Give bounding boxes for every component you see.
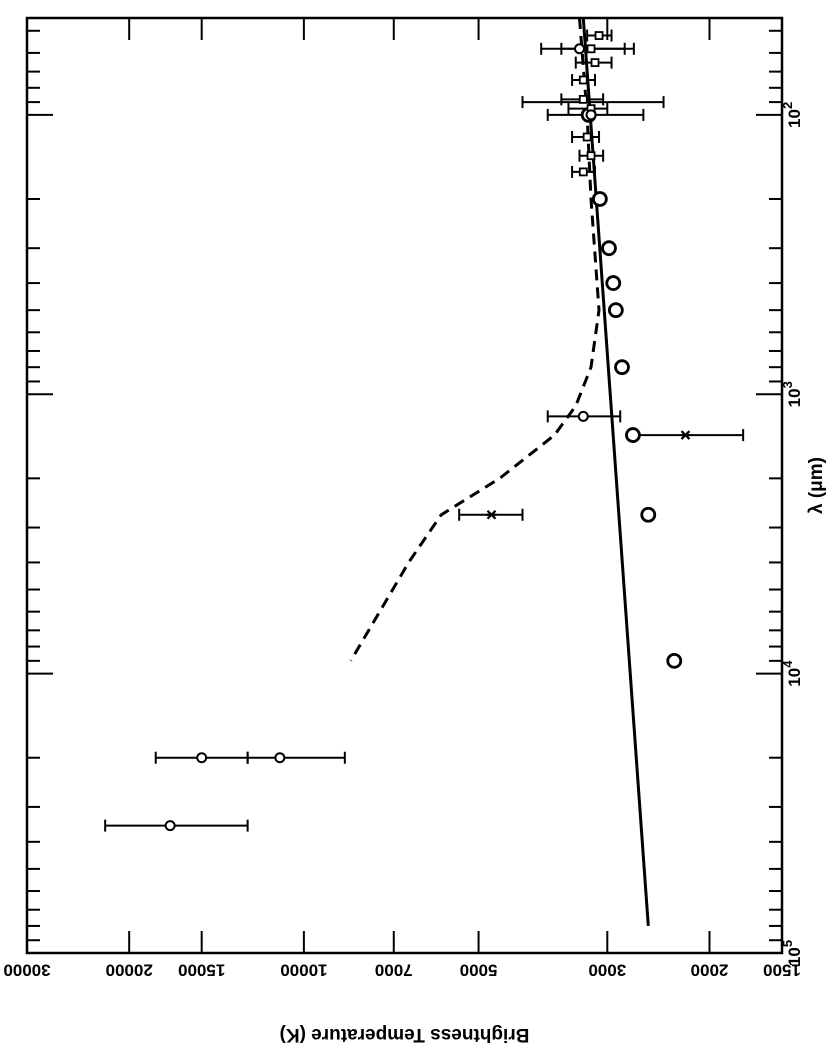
square-point <box>578 167 588 177</box>
star-point <box>486 509 497 520</box>
circle-point <box>196 752 208 764</box>
temperature-tick-text: 2000 <box>691 961 729 980</box>
tick-exponent: 3 <box>780 381 795 388</box>
y-axis-label: Brightness Temperature (K) <box>280 1024 530 1045</box>
wavelength-tick-label: 102 <box>780 102 804 128</box>
temperature-tick-text: 20000 <box>106 961 153 980</box>
model-point <box>666 652 683 669</box>
temperature-tick-label: 30000 <box>3 961 50 980</box>
tick-base: 10 <box>785 668 804 687</box>
model-point <box>640 506 657 523</box>
y-axis-label-text: Brightness Temperature (K) <box>280 1024 530 1045</box>
tick-base: 10 <box>785 109 804 128</box>
tick-base: 10 <box>785 947 804 966</box>
tick-base: 10 <box>785 388 804 407</box>
model-point <box>625 427 641 443</box>
wavelength-tick-text: 103 <box>780 381 804 407</box>
data-points <box>164 31 691 832</box>
circle-point <box>274 752 286 764</box>
model-point <box>607 302 624 319</box>
temperature-tick-label: 2000 <box>691 961 729 980</box>
temperature-tick-text: 15000 <box>178 961 225 980</box>
temperature-tick-label: 7000 <box>375 961 413 980</box>
model-point <box>605 275 622 291</box>
wavelength-tick-label: 104 <box>780 660 804 687</box>
plot-frame <box>25 16 784 955</box>
wavelength-tick-label: 103 <box>780 381 804 407</box>
star-point <box>680 430 691 440</box>
model-point <box>591 191 608 207</box>
axis-ticks <box>26 18 783 954</box>
square-point <box>590 58 600 68</box>
temperature-tick-text: 7000 <box>375 961 413 980</box>
x-axis-label: λ (μm) <box>806 457 827 514</box>
circle-point <box>573 43 585 55</box>
temperature-tick-text: 1500 <box>763 961 801 980</box>
x-axis-label-main: λ ( <box>806 491 827 514</box>
circle-point <box>585 109 597 121</box>
tick-exponent: 2 <box>780 102 795 109</box>
square-point <box>578 75 588 85</box>
temperature-tick-text: 3000 <box>588 961 626 980</box>
temperature-tick-label: 1500 <box>763 961 801 980</box>
square-point <box>578 94 588 104</box>
circle-point <box>577 410 589 422</box>
wavelength-tick-text: 102 <box>780 102 804 128</box>
wavelength-tick-label: 105 <box>780 940 804 966</box>
temperature-tick-label: 3000 <box>588 961 626 980</box>
square-point <box>586 151 596 161</box>
temperature-tick-text: 30000 <box>3 961 50 980</box>
temperature-tick-label: 20000 <box>106 961 153 980</box>
temperature-tick-label: 15000 <box>178 961 225 980</box>
wavelength-tick-text: 104 <box>780 660 804 687</box>
square-point <box>586 44 596 54</box>
model-point <box>601 240 617 257</box>
circle-point <box>164 820 176 832</box>
temperature-tick-label: 10000 <box>280 961 327 980</box>
x-axis-label-text: λ (μm) <box>806 457 827 514</box>
temperature-tick-label: 5000 <box>460 961 498 980</box>
wavelength-tick-text: 105 <box>780 940 804 966</box>
x-axis-label-close: ) <box>806 457 827 463</box>
tick-exponent: 5 <box>780 940 795 947</box>
tick-exponent: 4 <box>780 660 795 668</box>
model-point <box>614 359 630 376</box>
temperature-tick-text: 10000 <box>280 961 327 980</box>
square-point <box>594 31 604 40</box>
temperature-tick-text: 5000 <box>460 961 498 980</box>
x-axis-label-unit: μm <box>806 463 827 492</box>
square-point <box>582 132 592 142</box>
